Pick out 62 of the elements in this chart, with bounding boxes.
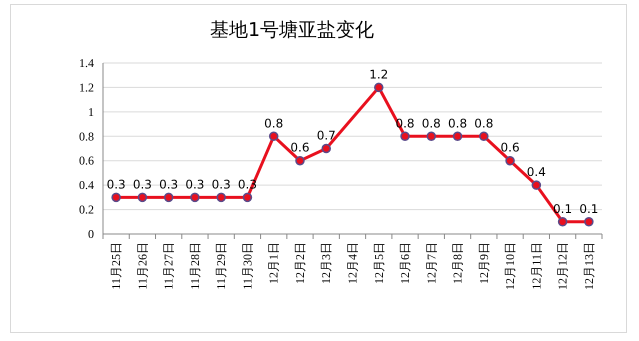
point [479, 132, 489, 142]
x-tick-label: 12月5日 [372, 242, 386, 284]
point [321, 144, 331, 154]
x-tick-label: 12月13日 [582, 242, 596, 290]
data-label: 1.2 [369, 67, 388, 82]
x-tick-label: 11月26日 [135, 242, 150, 290]
point [426, 132, 436, 142]
x-tick-label: 12月10日 [503, 242, 518, 290]
point [505, 156, 515, 166]
point [164, 192, 174, 202]
x-tick-label: 11月29日 [214, 242, 228, 290]
x-tick-label: 11月30日 [240, 242, 254, 290]
point [216, 192, 226, 202]
point [111, 192, 121, 202]
y-tick-label: 0.2 [79, 202, 94, 217]
data-label: 0.8 [448, 116, 468, 130]
x-tick-label: 12月8日 [450, 242, 465, 284]
x-tick-label: 12月9日 [476, 242, 491, 284]
point [584, 217, 594, 227]
y-tick-label: 0.8 [79, 129, 94, 144]
x-tick-label: 12月11日 [529, 242, 544, 290]
data-label: 0.6 [500, 140, 520, 155]
y-tick-label: 1.2 [79, 80, 94, 94]
data-label: 0.8 [474, 116, 494, 130]
data-label: 0.3 [159, 177, 178, 192]
x-tick-label: 12月7日 [424, 242, 438, 284]
point [532, 180, 542, 190]
data-label: 0.8 [264, 116, 284, 130]
point [190, 192, 200, 202]
chart-title: 基地1号塘亚盐变化 [210, 19, 374, 41]
x-tick-label: 11月28日 [188, 242, 202, 290]
x-tick-label: 12月1日 [266, 242, 281, 284]
x-tick-label: 12月6日 [398, 242, 412, 284]
x-tick-label: 12月3日 [319, 242, 334, 284]
data-label: 0.4 [526, 165, 546, 180]
y-tick-label: 0 [88, 227, 94, 241]
point [400, 132, 410, 142]
x-tick-label: 12月2日 [292, 242, 307, 284]
point [558, 217, 568, 227]
data-label: 0.3 [212, 177, 231, 192]
point [374, 82, 384, 92]
point [138, 192, 148, 202]
x-tick-label: 12月4日 [346, 242, 360, 284]
x-tick-label: 11月25日 [109, 242, 124, 290]
data-label: 0.6 [290, 140, 310, 155]
data-label: 0.3 [106, 177, 126, 192]
x-tick-label: 12月12日 [556, 242, 570, 290]
data-label: 0.1 [579, 202, 598, 216]
y-tick-label: 1 [88, 104, 94, 119]
data-label: 0.3 [185, 177, 204, 192]
y-tick-label: 0.6 [79, 154, 94, 168]
point [268, 132, 278, 142]
data-label: 0.7 [316, 128, 336, 142]
point [242, 192, 252, 202]
point [452, 132, 462, 142]
data-label: 0.3 [132, 177, 152, 192]
y-tick-label: 0.4 [79, 178, 94, 192]
y-tick-label: 1.4 [79, 56, 94, 70]
point [295, 156, 305, 166]
data-label: 0.1 [553, 202, 572, 216]
x-tick-label: 11月27日 [162, 242, 176, 290]
data-label: 0.8 [422, 116, 441, 130]
